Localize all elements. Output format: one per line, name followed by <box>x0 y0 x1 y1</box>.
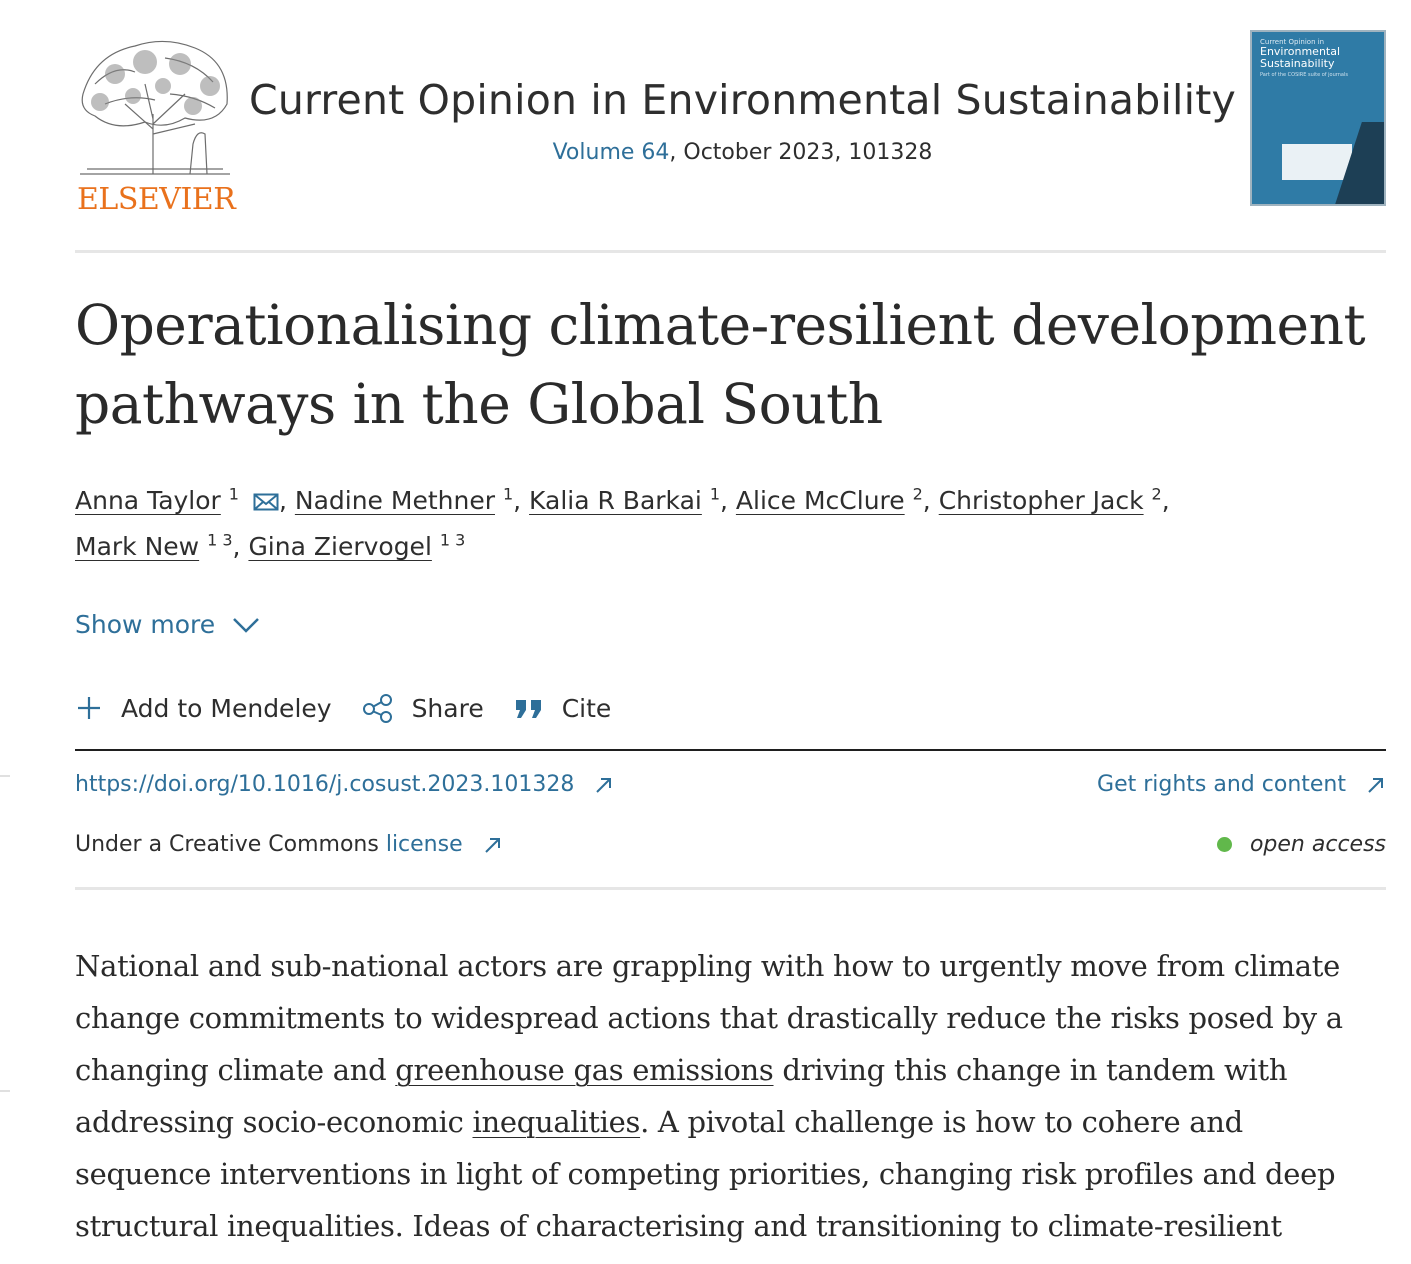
affiliation-marker: 1 <box>709 484 720 504</box>
author-link[interactable]: Gina Ziervogel <box>248 532 432 561</box>
elsevier-logo[interactable]: ELSEVIER <box>75 34 236 217</box>
journal-title-link[interactable]: Current Opinion in Environmental Sustain… <box>249 76 1236 124</box>
edge-marker <box>0 1090 10 1092</box>
author-link[interactable]: Nadine Methner <box>294 486 495 515</box>
author-link[interactable]: Christopher Jack <box>938 486 1144 515</box>
cover-suite: Part of the COSIRE suite of journals <box>1260 72 1348 78</box>
plus-icon <box>78 697 100 719</box>
cite-button[interactable]: Cite <box>514 693 612 723</box>
cover-label: Current Opinion in <box>1260 38 1325 46</box>
bottom-fade <box>0 1240 1411 1264</box>
open-access-dot-icon <box>1216 837 1232 852</box>
license-prefix: Under a Creative Commons <box>75 832 386 857</box>
cite-label: Cite <box>561 693 612 723</box>
cover-title: Environmental Sustainability <box>1260 45 1341 70</box>
header-divider <box>75 250 1386 253</box>
author-list: Anna Taylor 1, Nadine Methner 1, Kalia R… <box>75 484 1170 561</box>
show-more-label: Show more <box>75 610 216 639</box>
doi-text: https://doi.org/10.1016/j.cosust.2023.10… <box>75 772 575 797</box>
journal-cover-thumbnail[interactable]: Current Opinion in Environmental Sustaina… <box>1250 30 1386 206</box>
get-rights-link[interactable]: Get rights and content <box>1097 772 1386 797</box>
author-link[interactable]: Mark New <box>75 532 200 561</box>
mendeley-label: Add to Mendeley <box>121 693 332 723</box>
external-link-icon <box>596 777 612 793</box>
actions-divider <box>75 749 1386 751</box>
license-row: Under a Creative Commons license open ac… <box>75 832 1386 857</box>
volume-link[interactable]: Volume 64 <box>552 140 670 165</box>
add-to-mendeley-button[interactable]: Add to Mendeley <box>75 694 332 723</box>
abstract-text: National and sub-national actors are gra… <box>75 949 1343 1243</box>
share-button[interactable]: Share <box>362 693 484 723</box>
author-link[interactable]: Alice McClure <box>735 486 905 515</box>
article-title: Operationalising climate-resilient devel… <box>75 293 1366 436</box>
license-link[interactable]: license <box>386 832 503 857</box>
author-link[interactable]: Anna Taylor <box>75 486 221 515</box>
journal-block: Current Opinion in Environmental Sustain… <box>225 76 1260 165</box>
external-link-icon <box>484 837 500 853</box>
cover-map-image <box>1282 144 1352 180</box>
meta-divider <box>75 887 1386 890</box>
open-access-badge: open access <box>1216 832 1386 857</box>
publisher-name: ELSEVIER <box>77 182 236 217</box>
topic-link-greenhouse-gas-emissions[interactable]: greenhouse gas emissions <box>395 1053 774 1087</box>
show-more-button[interactable]: Show more <box>75 610 261 639</box>
open-access-label: open access <box>1249 832 1386 857</box>
issue-line: Volume 64, October 2023, 101328 <box>225 140 1260 165</box>
affiliation-marker: 1 <box>502 484 514 504</box>
tree-icon <box>80 40 230 175</box>
doi-row: https://doi.org/10.1016/j.cosust.2023.10… <box>75 772 1386 797</box>
external-link-icon <box>1368 777 1383 793</box>
license-link-text: license <box>385 832 463 857</box>
issue-details: , October 2023, 101328 <box>669 140 933 165</box>
affiliation-marker: 1 3 <box>439 530 466 550</box>
affiliation-marker: 1 3 <box>207 530 233 550</box>
doi-link[interactable]: https://doi.org/10.1016/j.cosust.2023.10… <box>75 772 614 797</box>
chevron-down-icon <box>233 617 260 633</box>
edge-marker <box>0 775 10 777</box>
affiliation-marker: 2 <box>1151 484 1162 504</box>
author-link[interactable]: Kalia R Barkai <box>529 486 702 515</box>
affiliation-marker: 2 <box>912 484 923 504</box>
share-label: Share <box>411 693 484 723</box>
header: ELSEVIER Current Opinion in Environmenta… <box>75 30 1386 220</box>
topic-link-inequalities[interactable]: inequalities <box>472 1105 641 1139</box>
affiliation-marker: 1 <box>228 484 239 504</box>
share-icon <box>362 694 392 723</box>
email-icon[interactable] <box>253 493 279 511</box>
rights-text: Get rights and content <box>1097 772 1346 797</box>
quote-icon <box>515 700 541 718</box>
article-actions: Add to Mendeley Share Cite <box>75 688 641 728</box>
